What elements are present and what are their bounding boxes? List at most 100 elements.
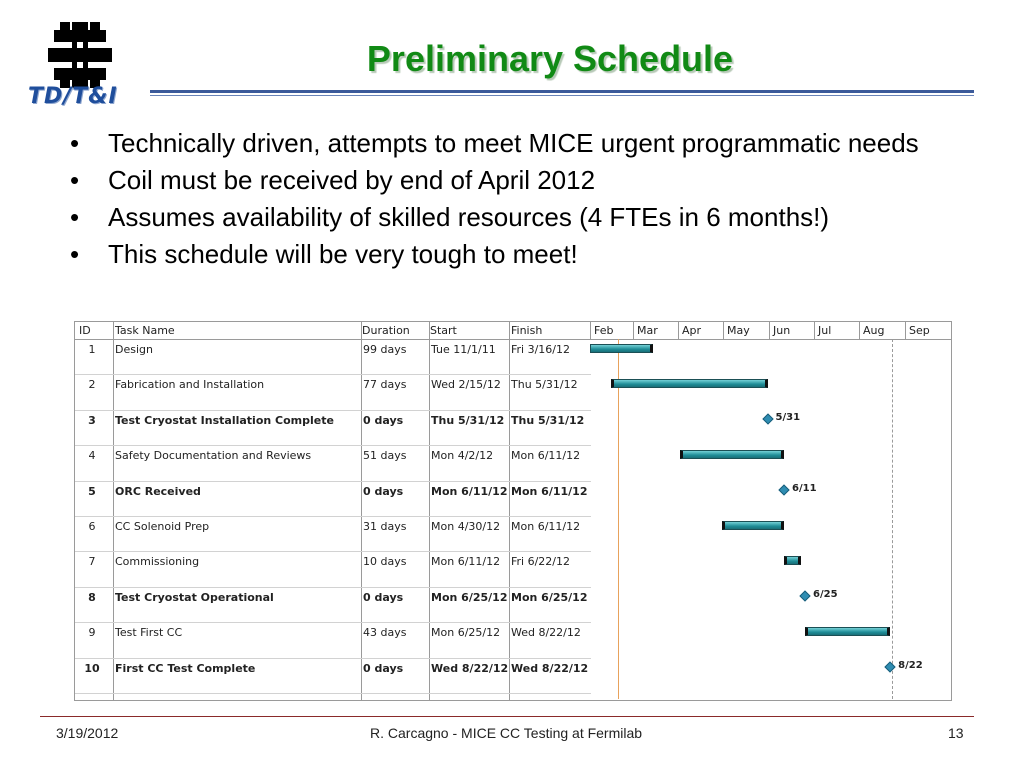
header-duration: Duration — [362, 324, 410, 337]
row-divider — [75, 480, 591, 482]
cell-finish: Mon 6/11/12 — [511, 484, 588, 498]
milestone-label: 6/11 — [792, 482, 817, 494]
header-start: Start — [430, 324, 457, 337]
cell-duration: 0 days — [363, 661, 404, 675]
cell-duration: 43 days — [363, 626, 407, 640]
month-header-feb: Feb — [594, 324, 614, 337]
task-bar — [805, 627, 891, 637]
logo: TD/T&I — [28, 22, 148, 112]
cell-finish: Wed 8/22/12 — [511, 626, 581, 640]
bullet-item: • Technically driven, attempts to meet MI… — [70, 128, 919, 158]
month-divider — [905, 322, 906, 339]
cell-finish: Thu 5/31/12 — [511, 378, 578, 392]
month-divider — [769, 322, 770, 339]
row-divider — [75, 445, 591, 447]
cell-start: Wed 2/15/12 — [431, 378, 501, 392]
table-row: 4 Safety Documentation and Reviews 51 days… — [75, 447, 591, 482]
cell-start: Mon 4/2/12 — [431, 449, 494, 463]
table-row: 1 Design 99 days Tue 11/1/11 Fri 3/16/12 — [75, 341, 591, 376]
header-id: ID — [79, 324, 91, 337]
task-bar — [784, 556, 801, 566]
task-bar — [590, 344, 653, 353]
cell-task: Commissioning — [115, 555, 200, 569]
header-finish: Finish — [511, 324, 543, 337]
milestone-label: 6/25 — [813, 588, 838, 600]
cell-task: CC Solenoid Prep — [115, 520, 210, 533]
cell-finish: Fri 6/22/12 — [511, 555, 571, 569]
month-divider — [814, 322, 815, 339]
month-header-jun: Jun — [773, 324, 791, 337]
task-bar — [679, 450, 784, 460]
cell-id: 2 — [88, 378, 96, 392]
cell-id: 7 — [88, 555, 96, 569]
bullet-item: • Assumes availability of skilled resourc… — [70, 202, 830, 232]
table-column-divider — [361, 322, 362, 700]
cell-id: 5 — [88, 484, 96, 498]
bullet-item: • This schedule will be very tough to mee… — [70, 239, 578, 269]
cell-start: Mon 4/30/12 — [431, 520, 501, 533]
task-bar — [721, 521, 784, 530]
row-divider — [75, 409, 591, 411]
cell-finish: Thu 5/31/12 — [511, 413, 585, 427]
cell-id: 3 — [88, 413, 96, 427]
cell-task: Test First CC — [115, 626, 183, 640]
table-column-divider — [590, 322, 591, 339]
cell-task: Safety Documentation and Reviews — [115, 449, 312, 463]
month-divider — [678, 322, 679, 339]
table-row: 6 CC Solenoid Prep 31 days Mon 4/30/12 Mon 6… — [75, 518, 591, 553]
cell-finish: Mon 6/11/12 — [511, 449, 581, 463]
milestone-label: 8/22 — [898, 659, 923, 671]
cell-duration: 10 days — [363, 555, 407, 569]
table-column-divider — [113, 322, 114, 700]
cell-id: 6 — [88, 520, 96, 533]
cell-id: 10 — [84, 661, 100, 675]
cell-finish: Fri 3/16/12 — [511, 343, 571, 356]
month-header-mar: Mar — [637, 324, 658, 337]
cell-id: 1 — [88, 343, 96, 356]
row-divider — [75, 374, 591, 376]
cell-finish: Mon 6/11/12 — [511, 520, 581, 533]
month-header-sep: Sep — [909, 324, 930, 337]
month-header-apr: Apr — [682, 324, 702, 337]
cell-finish: Mon 6/25/12 — [511, 590, 588, 604]
cell-start: Mon 6/25/12 — [431, 590, 508, 604]
cell-task: First CC Test Complete — [115, 661, 256, 675]
cell-task: Design — [115, 343, 153, 356]
row-divider — [75, 693, 591, 694]
fermilab-logo-icon — [48, 22, 112, 88]
footer-divider — [40, 716, 974, 717]
cell-start: Thu 5/31/12 — [431, 413, 505, 427]
cell-duration: 77 days — [363, 378, 407, 392]
month-divider — [859, 322, 860, 339]
status-date-line — [618, 339, 619, 699]
milestone-label: 5/31 — [775, 411, 801, 423]
table-row: 9 Test First CC 43 days Mon 6/25/12 Wed 8/22… — [75, 624, 591, 659]
logo-text: TD/T&I — [28, 84, 118, 109]
cell-task: Test Cryostat Installation Complete — [115, 413, 334, 427]
slide-title: Preliminary Schedule — [366, 38, 734, 79]
row-divider — [75, 516, 591, 517]
row-divider — [75, 657, 591, 659]
cell-finish: Wed 8/22/12 — [511, 661, 589, 675]
cell-task: Fabrication and Installation — [115, 378, 265, 392]
bullet-list: • Technically driven, attempts to meet MI… — [70, 128, 950, 276]
milestone-diamond — [761, 413, 774, 425]
milestone-diamond — [884, 660, 896, 673]
cell-duration: 0 days — [363, 413, 404, 427]
footer-presenter: R. Carcagno - MICE CC Testing at Fermila… — [370, 725, 643, 741]
cell-start: Tue 11/1/11 — [431, 343, 496, 356]
cell-duration: 0 days — [363, 484, 404, 498]
milestone-diamond — [799, 590, 811, 602]
row-divider — [75, 551, 591, 553]
month-divider — [633, 322, 634, 339]
deadline-marker-line — [892, 339, 893, 699]
cell-start: Mon 6/11/12 — [431, 484, 508, 498]
cell-task: ORC Received — [115, 484, 201, 498]
table-row: 3 Test Cryostat Installation Complete 0 da… — [75, 412, 591, 447]
gantt-header: ID Task Name Duration Start Finish — [75, 322, 951, 340]
table-column-divider — [429, 322, 430, 700]
cell-id: 4 — [88, 449, 96, 463]
cell-duration: 99 days — [363, 343, 407, 356]
page-number: 13 — [948, 725, 964, 741]
cell-duration: 0 days — [363, 590, 404, 604]
